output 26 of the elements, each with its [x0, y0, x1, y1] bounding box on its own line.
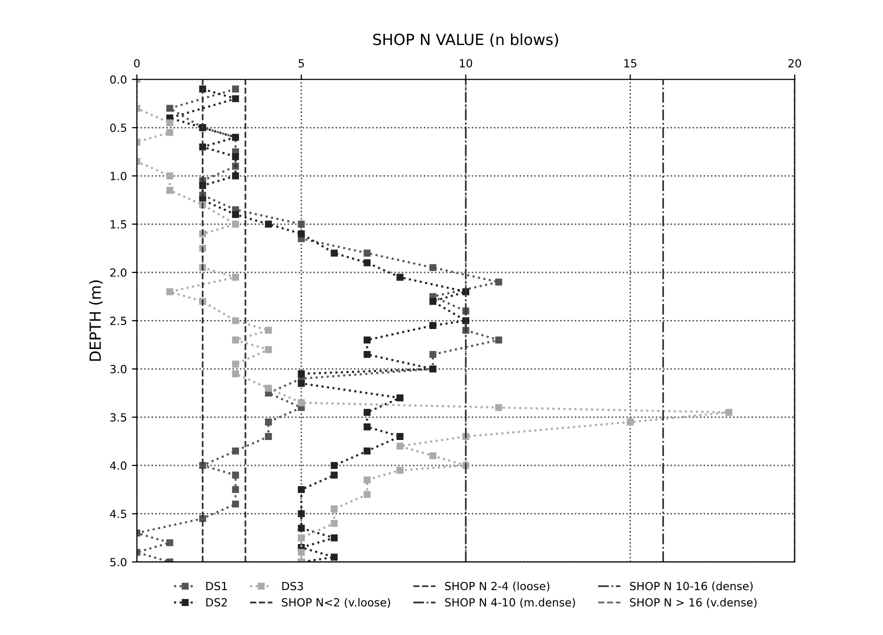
- legend-label: SHOP N 2-4 (loose): [445, 582, 550, 592]
- y-tick-label: 2.0: [110, 268, 126, 277]
- y-axis-title: DEPTH (m): [89, 280, 103, 361]
- legend-label: SHOP N > 16 (v.dense): [630, 598, 757, 608]
- y-tick-label: 5.0: [110, 558, 126, 566]
- legend-label: DS3: [282, 582, 303, 590]
- x-tick-label: 5: [298, 59, 304, 68]
- legend-label: DS2: [206, 598, 227, 607]
- y-tick-label: 2.5: [110, 316, 126, 326]
- y-tick-label: 3.0: [110, 364, 126, 374]
- legend-label: SHOP N<2 (v.loose): [282, 598, 390, 608]
- y-tick-label: 1.0: [110, 172, 126, 180]
- y-tick-label: 0.5: [110, 124, 126, 132]
- legend-label: DS1: [206, 582, 227, 590]
- y-tick-label: 0.0: [110, 75, 126, 84]
- y-tick-label: 4.5: [110, 510, 126, 518]
- x-tick-label: 15: [624, 59, 636, 68]
- x-tick-label: 0: [134, 59, 140, 68]
- x-tick-label: 20: [788, 59, 802, 68]
- y-tick-label: 1.5: [110, 220, 126, 229]
- legend-label: SHOP N 10-16 (dense): [630, 582, 753, 592]
- x-axis-title: SHOP N VALUE (n blows): [373, 33, 558, 48]
- y-tick-label: 4.0: [110, 461, 126, 470]
- x-tick-label: 10: [460, 59, 472, 68]
- legend-label: SHOP N 4-10 (m.dense): [445, 598, 575, 608]
- y-tick-label: 3.5: [110, 413, 126, 422]
